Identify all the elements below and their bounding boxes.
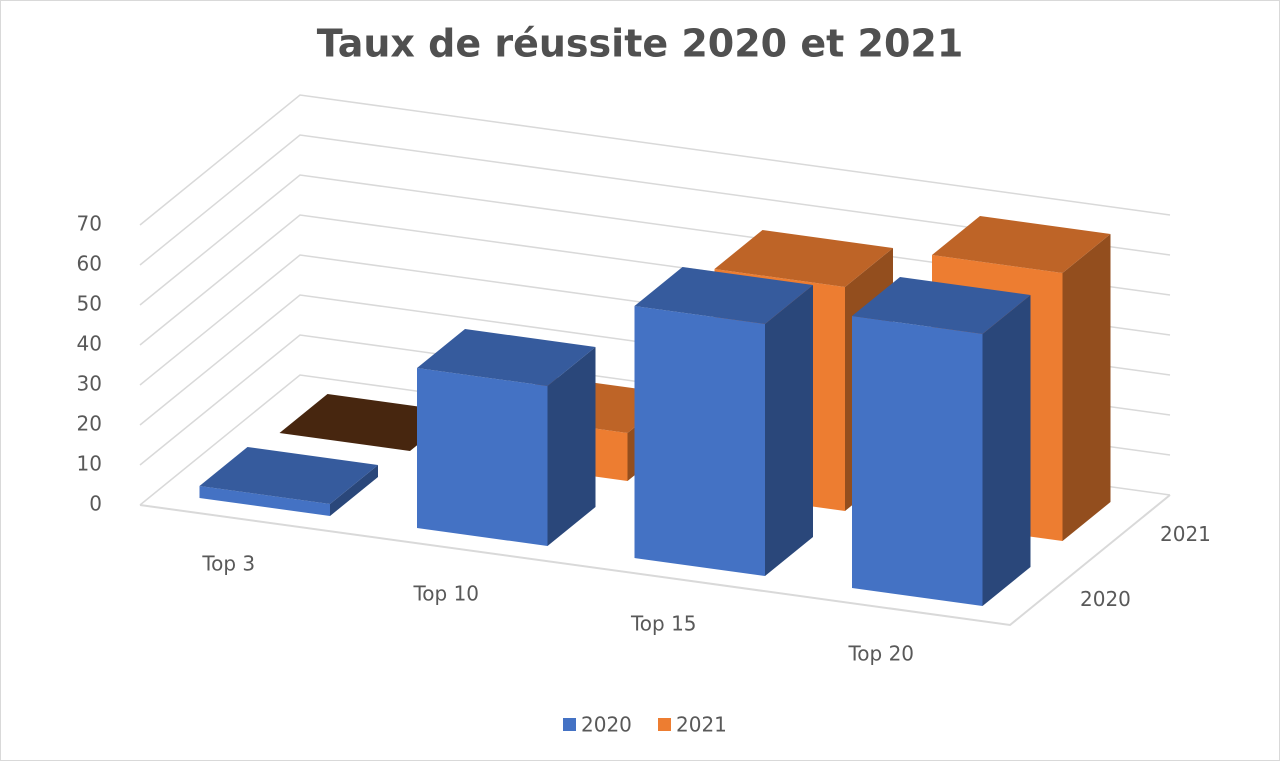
x-tick-label: Top 10 xyxy=(412,582,479,606)
grid-line xyxy=(139,94,1171,226)
legend-swatch xyxy=(658,718,671,731)
y-tick-label: 40 xyxy=(77,332,102,356)
legend-label: 2020 xyxy=(581,713,632,737)
depth-axis-label: 2021 xyxy=(1160,522,1211,546)
y-tick-label: 30 xyxy=(77,372,102,396)
bar-side xyxy=(547,347,596,546)
y-tick-label: 10 xyxy=(77,452,102,476)
x-tick-label: Top 15 xyxy=(630,612,697,636)
bar-top xyxy=(199,447,378,504)
bar-top xyxy=(932,216,1111,273)
chart-title: Taux de réussite 2020 et 2021 xyxy=(317,22,964,66)
bar-side xyxy=(765,285,813,576)
bar-front xyxy=(199,486,330,516)
x-tick-label: Top 3 xyxy=(201,552,255,576)
y-tick-label: 70 xyxy=(77,212,102,236)
bar-front xyxy=(417,368,548,546)
depth-axis-label: 2020 xyxy=(1080,587,1131,611)
bar-front xyxy=(634,306,765,576)
bar-top xyxy=(279,394,458,451)
y-tick-label: 60 xyxy=(77,252,102,276)
grid-line xyxy=(139,134,1171,266)
bar-side xyxy=(330,465,378,516)
bar-top xyxy=(417,329,596,386)
bar-top xyxy=(634,267,813,324)
bar-front xyxy=(852,316,983,606)
bar-side xyxy=(982,295,1031,606)
y-tick-label: 20 xyxy=(77,412,102,436)
bar-top xyxy=(852,277,1031,334)
x-tick-label: Top 20 xyxy=(847,642,914,666)
y-tick-label: 0 xyxy=(89,492,102,516)
bar-top xyxy=(714,230,893,287)
y-tick-label: 50 xyxy=(77,292,102,316)
floor-edge xyxy=(139,494,1171,627)
bar-side xyxy=(1062,234,1111,541)
legend-swatch xyxy=(563,718,576,731)
legend-label: 2021 xyxy=(676,713,727,737)
